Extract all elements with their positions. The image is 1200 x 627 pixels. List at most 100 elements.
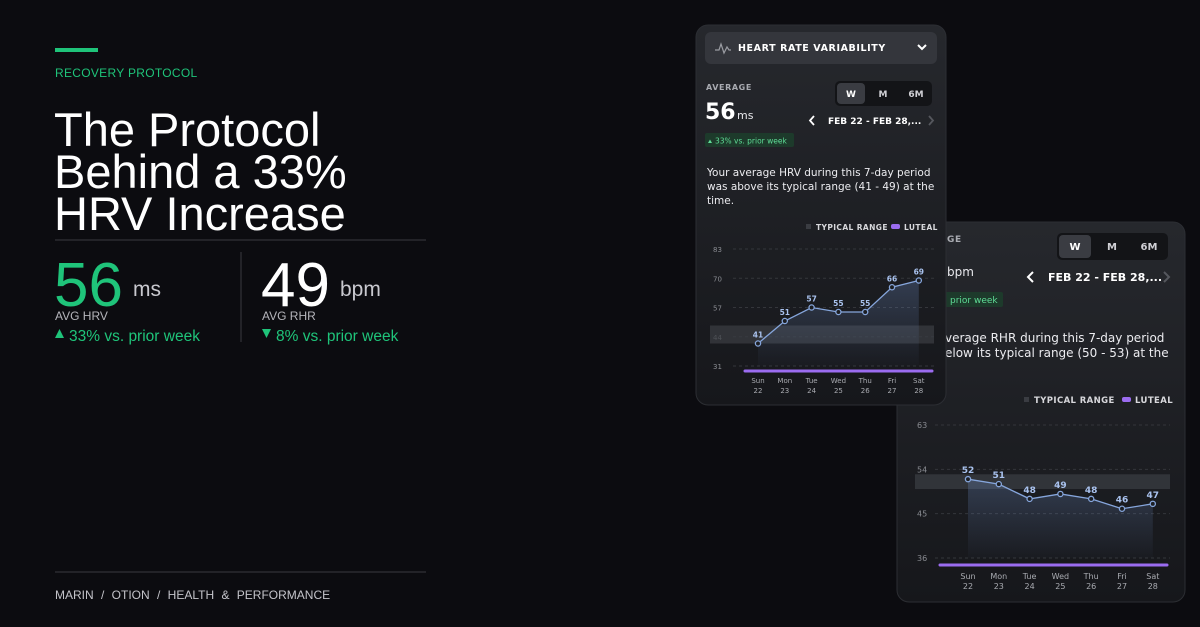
y-tick-label: 57	[713, 305, 722, 313]
value-label: 52	[962, 466, 975, 476]
x-tick-label: Tue	[805, 377, 818, 385]
x-tick-date: 26	[1086, 582, 1096, 591]
legend-swatch	[1122, 397, 1131, 402]
point	[808, 304, 815, 311]
legend-label: LUTEAL	[904, 223, 938, 232]
x-tick-date: 28	[914, 387, 923, 395]
area	[968, 479, 1153, 558]
eyebrow: RECOVERY PROTOCOL	[55, 66, 197, 80]
tab-active[interactable]	[1059, 235, 1091, 258]
stat-change: 8% vs. prior week	[276, 328, 399, 345]
description-line: verage RHR during this 7-day period	[945, 331, 1164, 345]
description-line: elow its typical range (50 - 53) at the	[945, 346, 1169, 360]
stat-unit: ms	[133, 278, 161, 301]
area	[758, 280, 919, 366]
x-tick-label: Fri	[1117, 572, 1127, 581]
y-tick-label: 45	[917, 510, 927, 519]
prev-button[interactable]	[1026, 271, 1034, 283]
prev-button[interactable]	[808, 115, 815, 126]
value-label: 66	[887, 274, 897, 283]
x-tick-date: 25	[1055, 582, 1065, 591]
point	[1149, 500, 1157, 508]
average-value: 56	[705, 100, 736, 125]
headline-line: The Protocol	[54, 103, 320, 156]
x-tick-label: Mon	[777, 377, 792, 385]
value-label: 47	[1147, 491, 1160, 501]
y-tick-label: 63	[917, 421, 927, 430]
x-tick-label: Tue	[1022, 572, 1037, 581]
point	[835, 308, 842, 316]
date-range: FEB 22 - FEB 28,...	[828, 117, 921, 127]
legend-swatch	[1024, 397, 1029, 402]
y-tick-label: 54	[917, 465, 927, 474]
value-label: 41	[753, 331, 763, 340]
tab[interactable]: M	[1107, 242, 1117, 253]
description-line: Your average HRV during this 7-day perio…	[706, 167, 931, 179]
legend-label: TYPICAL RANGE	[816, 223, 888, 232]
legend-swatch	[806, 224, 811, 229]
legend-label: LUTEAL	[1135, 396, 1173, 406]
value-label: 69	[914, 268, 924, 277]
tab[interactable]: W	[1069, 242, 1080, 253]
tab[interactable]: W	[846, 90, 856, 100]
x-tick-label: Wed	[1052, 572, 1069, 581]
tab-active[interactable]	[837, 83, 865, 104]
value-label: 46	[1116, 496, 1129, 506]
hrv-card: HEART RATE VARIABILITY AVERAGE 56 ms 33%…	[695, 24, 947, 406]
y-tick-label: 70	[713, 275, 722, 283]
accent-bar	[55, 48, 98, 52]
tab[interactable]: M	[879, 90, 888, 100]
legend-label: TYPICAL RANGE	[1034, 396, 1115, 406]
value-label: 55	[860, 299, 870, 308]
point	[861, 308, 869, 316]
value-label: 48	[1023, 486, 1036, 496]
dropdown-chevron[interactable]	[917, 44, 927, 51]
value-label: 55	[833, 299, 843, 308]
point	[888, 283, 896, 291]
value-label: 57	[806, 295, 816, 304]
tab[interactable]: 6M	[1141, 242, 1158, 253]
next-button[interactable]	[928, 115, 935, 126]
x-tick-label: Thu	[1083, 572, 1099, 581]
point	[781, 317, 789, 325]
description-line: was above its typical range (41 - 49) at…	[707, 181, 934, 193]
point	[754, 340, 762, 347]
headline-line: HRV Increase	[54, 187, 346, 240]
point	[1057, 490, 1064, 498]
y-tick-label: 36	[917, 554, 927, 563]
unit: ms	[737, 109, 754, 122]
x-tick-label: Fri	[888, 377, 896, 385]
stat-label: AVG HRV	[55, 309, 108, 323]
x-tick-date: 23	[780, 387, 789, 395]
average-label: GE	[947, 235, 962, 245]
x-tick-date: 23	[994, 582, 1004, 591]
badge: 33% vs. prior week	[715, 137, 788, 146]
value-label: 49	[1054, 481, 1067, 491]
x-tick-label: Sat	[913, 377, 925, 385]
point	[915, 277, 923, 284]
x-tick-date: 27	[1117, 582, 1127, 591]
average-label: AVERAGE	[706, 83, 752, 92]
value-label: 48	[1085, 486, 1098, 496]
next-button[interactable]	[1163, 271, 1171, 283]
stat-label: AVG RHR	[262, 309, 316, 323]
stat-change: 33% vs. prior week	[69, 328, 200, 345]
x-tick-date: 22	[754, 387, 763, 395]
x-tick-label: Sat	[1146, 572, 1159, 581]
card-header[interactable]	[705, 32, 937, 64]
x-tick-label: Sun	[751, 377, 764, 385]
down-arrow	[262, 329, 271, 338]
point	[964, 475, 972, 483]
value-label: 51	[993, 471, 1006, 481]
x-tick-label: Wed	[831, 377, 846, 385]
x-tick-label: Mon	[990, 572, 1007, 581]
x-tick-date: 24	[1025, 582, 1035, 591]
value-label: 51	[780, 308, 790, 317]
tab[interactable]: 6M	[908, 90, 923, 100]
point	[1087, 495, 1095, 503]
badge-bg	[945, 292, 1003, 307]
x-tick-date: 22	[963, 582, 973, 591]
unit: bpm	[947, 265, 974, 279]
